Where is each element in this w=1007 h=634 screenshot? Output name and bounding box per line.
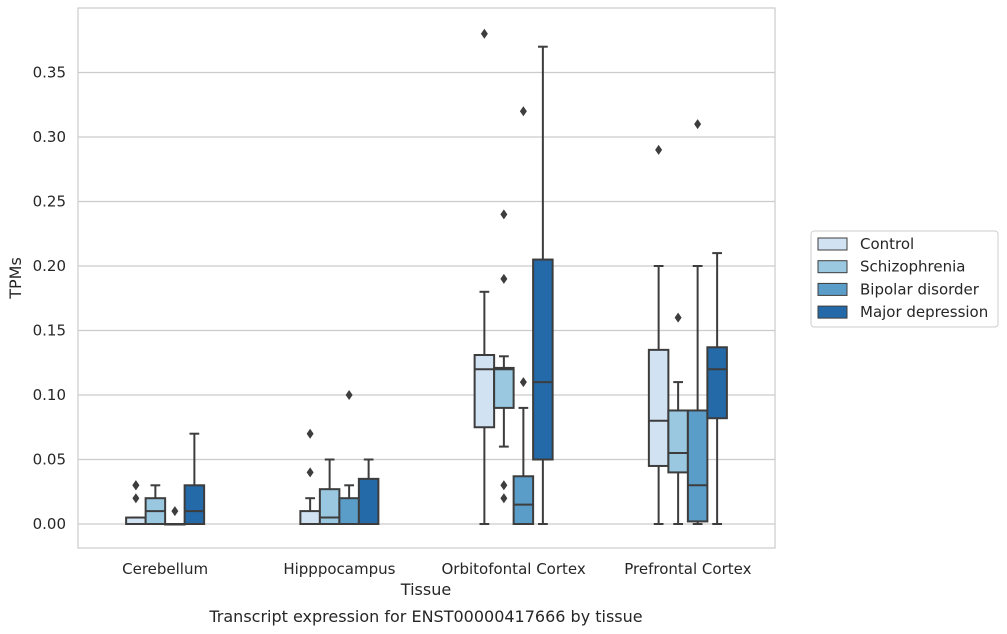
box xyxy=(125,480,147,525)
legend-item: Major depression xyxy=(817,303,988,321)
outlier-point xyxy=(500,480,508,491)
series-major-depression xyxy=(183,45,728,526)
box xyxy=(686,119,709,525)
y-tick-label: 0.20 xyxy=(33,257,66,275)
outlier-point xyxy=(500,493,508,504)
legend: Control Schizophrenia Bipolar disorder Majo… xyxy=(810,230,999,328)
legend-item: Bipolar disorder xyxy=(817,280,980,298)
box-iqr xyxy=(647,348,670,467)
box-iqr xyxy=(318,488,341,526)
y-tick-label: 0.30 xyxy=(33,128,66,146)
outlier-point xyxy=(306,467,314,478)
outlier-point xyxy=(500,273,508,284)
outlier-point xyxy=(132,480,140,491)
outlier-point xyxy=(674,312,682,323)
box xyxy=(144,484,167,526)
outlier-point xyxy=(480,28,488,39)
box-iqr xyxy=(667,409,689,474)
x-tick-label: Prefrontal Cortex xyxy=(624,560,751,578)
y-axis-title: TPMs xyxy=(6,257,25,300)
box-iqr xyxy=(512,475,535,525)
x-tick-labels: Cerebellum Hipppocampus Orbitofontal Corte… xyxy=(122,560,751,578)
box-iqr xyxy=(183,484,206,525)
y-tick-labels: 0.00 0.05 0.10 0.15 0.20 0.25 0.30 0.35 xyxy=(33,64,66,534)
x-axis-title: Tissue xyxy=(400,580,451,599)
box-iqr xyxy=(706,346,728,420)
legend-item: Schizophrenia xyxy=(817,258,965,276)
box xyxy=(706,252,728,525)
legend-label: Major depression xyxy=(860,303,988,321)
outlier-point xyxy=(171,506,179,517)
box-iqr xyxy=(493,366,515,409)
x-tick-label: Cerebellum xyxy=(122,560,208,578)
box-iqr xyxy=(357,477,380,526)
legend-item: Control xyxy=(817,235,914,253)
outlier-point xyxy=(306,428,314,439)
legend-swatch xyxy=(817,237,848,251)
legend-items: Control Schizophrenia Bipolar disorder Majo… xyxy=(817,235,988,321)
box xyxy=(357,458,380,526)
chart-caption: Transcript expression for ENST0000041766… xyxy=(208,607,642,626)
x-tick-label: Hipppocampus xyxy=(283,560,395,578)
series-schizophrenia xyxy=(144,209,689,526)
box xyxy=(667,312,689,525)
box xyxy=(647,144,670,525)
box-iqr xyxy=(299,510,321,526)
outlier-point xyxy=(500,209,508,220)
x-tick-label: Orbitofontal Cortex xyxy=(442,560,586,578)
legend-label: Schizophrenia xyxy=(860,258,965,276)
box xyxy=(512,106,535,525)
y-tick-label: 0.35 xyxy=(33,64,66,82)
box-iqr xyxy=(686,409,709,523)
box-series xyxy=(125,28,728,526)
y-tick-label: 0.15 xyxy=(33,322,66,340)
legend-label: Bipolar disorder xyxy=(860,280,980,298)
box xyxy=(318,458,341,526)
outlier-point xyxy=(132,493,140,504)
outlier-point xyxy=(519,106,527,117)
legend-label: Control xyxy=(860,235,914,253)
legend-swatch xyxy=(817,282,848,296)
box xyxy=(183,432,206,525)
box xyxy=(164,506,186,526)
legend-frame xyxy=(810,230,999,328)
outlier-point xyxy=(655,144,663,155)
legend-swatch xyxy=(817,260,848,274)
y-tick-label: 0.10 xyxy=(33,386,66,404)
box-iqr xyxy=(473,354,496,429)
legend-swatch xyxy=(817,305,848,319)
series-bipolar-disorder xyxy=(164,106,709,526)
y-tick-label: 0.05 xyxy=(33,451,66,469)
outlier-point xyxy=(694,119,702,130)
box xyxy=(532,45,554,525)
outlier-point xyxy=(519,377,527,388)
box-iqr xyxy=(532,258,554,461)
y-tick-label: 0.00 xyxy=(33,515,66,533)
outlier-point xyxy=(345,390,353,400)
plot-frame xyxy=(77,7,776,549)
box xyxy=(493,209,515,504)
y-tick-label: 0.25 xyxy=(33,193,66,211)
box-iqr xyxy=(338,497,360,526)
